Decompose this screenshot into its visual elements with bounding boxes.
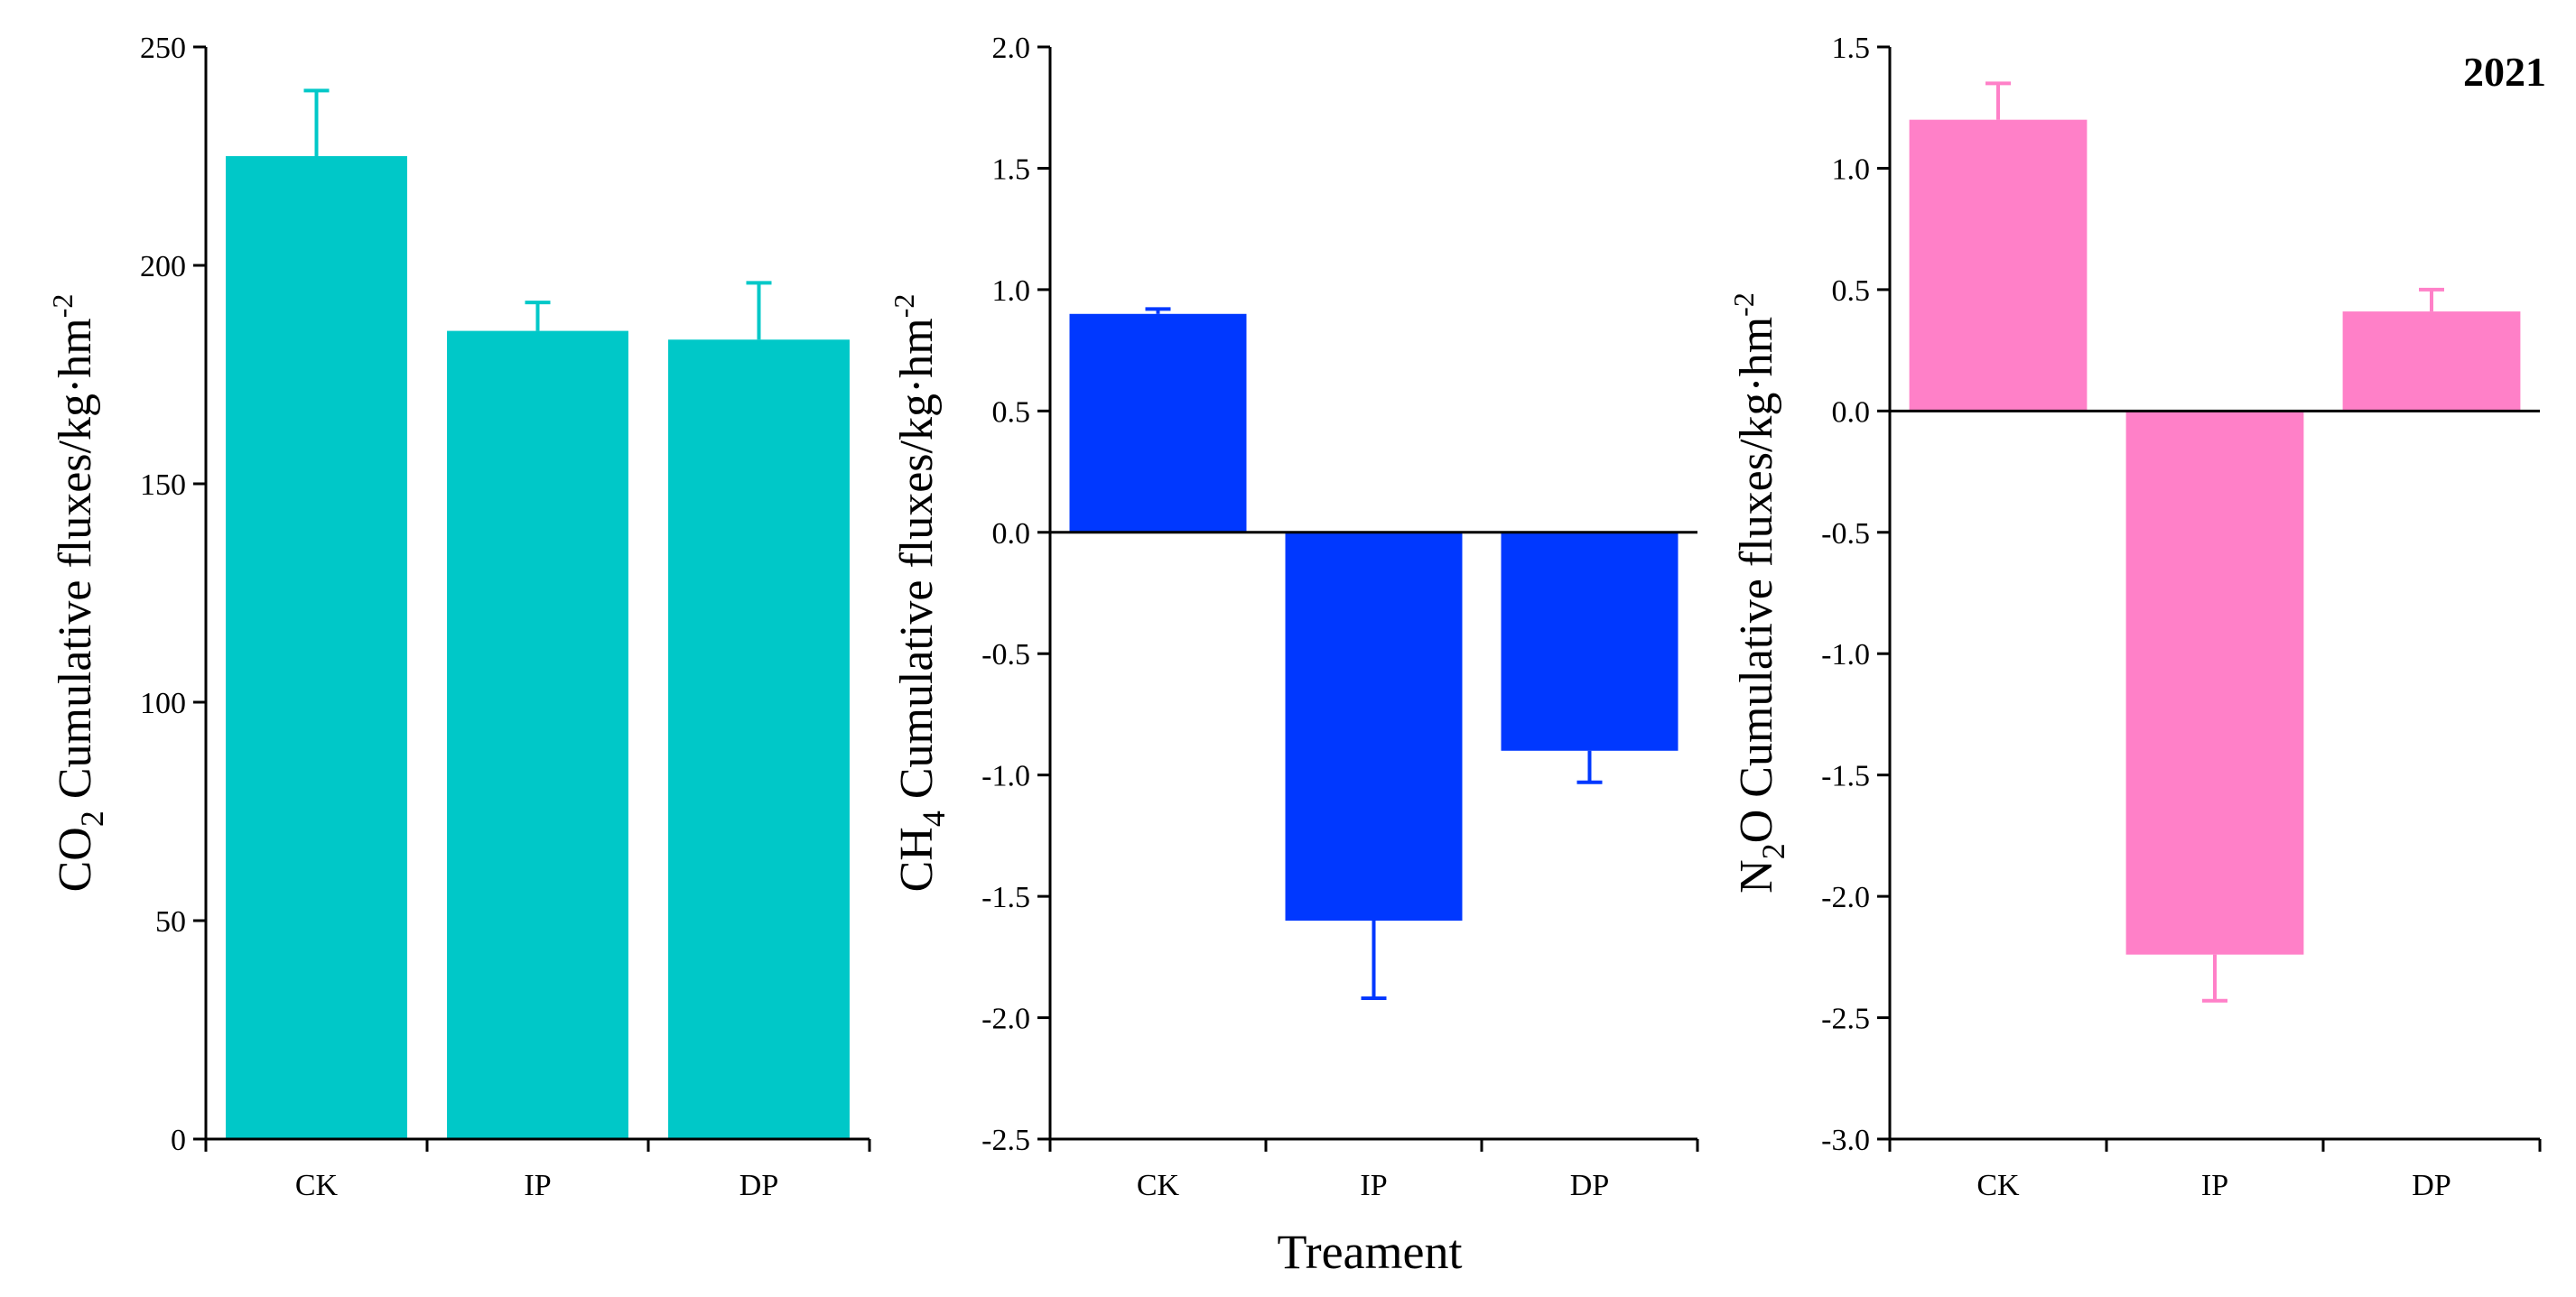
x-tick-label: CK xyxy=(1137,1169,1180,1202)
y-axis-title-rest: O Cumulative fluxes/kg·hm xyxy=(1731,317,1782,843)
bar-ck xyxy=(1909,119,2088,412)
y-axis-title-main: N xyxy=(1731,859,1782,894)
y-tick-label: 0 xyxy=(171,1124,186,1157)
year-label: 2021 xyxy=(2463,49,2546,95)
bar-ip xyxy=(2125,411,2304,955)
x-tick-label: CK xyxy=(295,1169,339,1202)
x-tick-label: IP xyxy=(2201,1169,2228,1202)
x-tick-label: DP xyxy=(1570,1169,1609,1202)
y-tick-label: 0.0 xyxy=(992,517,1031,551)
x-tick-label: IP xyxy=(1360,1169,1387,1202)
x-tick-label: DP xyxy=(2412,1169,2450,1202)
n2o-chart: -3.0 -2.5 -2.0 -1.5 -1.0 -0.5 0.0 0.5 1.0 1.5 CK IP… xyxy=(1727,32,2542,1202)
y-axis-title-rest: Cumulative fluxes/kg·hm xyxy=(50,318,101,811)
y-axis-title-sup: -2 xyxy=(46,294,79,319)
y-tick-label: -2.0 xyxy=(1821,881,1870,914)
y-tick-label: -2.5 xyxy=(981,1124,1030,1157)
bar-ip xyxy=(1285,532,1463,921)
x-tick-label: DP xyxy=(739,1169,778,1202)
y-tick-label: 0.5 xyxy=(1832,274,1871,308)
y-tick-label: -1.5 xyxy=(981,881,1030,914)
y-axis-title: N2O Cumulative fluxes/kg·hm-2 xyxy=(1727,292,1791,894)
bar-dp xyxy=(1501,532,1679,751)
y-axis-title-main: CH xyxy=(891,827,943,892)
x-tick-label: CK xyxy=(1976,1169,2020,1202)
y-tick-label: 0.0 xyxy=(1832,395,1871,429)
ch4-chart: -2.5 -2.0 -1.5 -1.0 -0.5 0.0 0.5 1.0 1.5 2.0 CK IP D… xyxy=(888,32,1699,1202)
y-tick-label: 200 xyxy=(140,250,186,283)
y-tick-label: -2.0 xyxy=(981,1003,1030,1036)
y-axis-title-sup: -2 xyxy=(1727,292,1760,317)
bar-ck xyxy=(226,156,407,1139)
y-tick-label: 1.5 xyxy=(992,153,1031,186)
bar-dp xyxy=(2342,311,2521,412)
shared-x-axis-label: Treament xyxy=(1278,1225,1463,1279)
y-axis-title: CH4 Cumulative fluxes/kg·hm-2 xyxy=(888,294,952,893)
y-tick-label: 150 xyxy=(140,468,186,502)
y-tick-label: 2.0 xyxy=(992,32,1031,65)
y-tick-label: 1.5 xyxy=(1832,32,1871,65)
y-tick-label: 100 xyxy=(140,687,186,720)
y-tick-label: -0.5 xyxy=(981,638,1030,672)
bar-ck xyxy=(1069,313,1247,533)
y-axis-title-sub: 2 xyxy=(1755,843,1791,859)
y-tick-label: 50 xyxy=(155,905,186,939)
y-axis-title-rest: Cumulative fluxes/kg·hm xyxy=(891,318,943,811)
bar-ip xyxy=(447,330,628,1140)
y-tick-label: -1.0 xyxy=(981,760,1030,793)
y-tick-label: -3.0 xyxy=(1821,1124,1870,1157)
y-axis-title-main: CO xyxy=(50,827,101,892)
y-axis-title: CO2 Cumulative fluxes/kg·hm-2 xyxy=(46,294,110,893)
x-tick-label: IP xyxy=(524,1169,551,1202)
y-axis-title-sub: 4 xyxy=(916,811,952,827)
y-tick-label: 0.5 xyxy=(992,395,1031,429)
co2-chart: 0 50 100 150 200 250 CK IP DP CO2 Cumulative flux… xyxy=(46,32,871,1202)
y-tick-label: -1.5 xyxy=(1821,760,1870,793)
y-tick-label: -2.5 xyxy=(1821,1003,1870,1036)
y-tick-label: 1.0 xyxy=(1832,153,1871,186)
y-tick-label: -1.0 xyxy=(1821,638,1870,672)
y-tick-label: 1.0 xyxy=(992,274,1031,308)
y-axis-title-sub: 2 xyxy=(74,811,110,827)
y-axis-title-sup: -2 xyxy=(888,294,920,319)
y-tick-label: 250 xyxy=(140,32,186,65)
y-tick-label: -0.5 xyxy=(1821,517,1870,551)
bar-dp xyxy=(668,339,850,1139)
